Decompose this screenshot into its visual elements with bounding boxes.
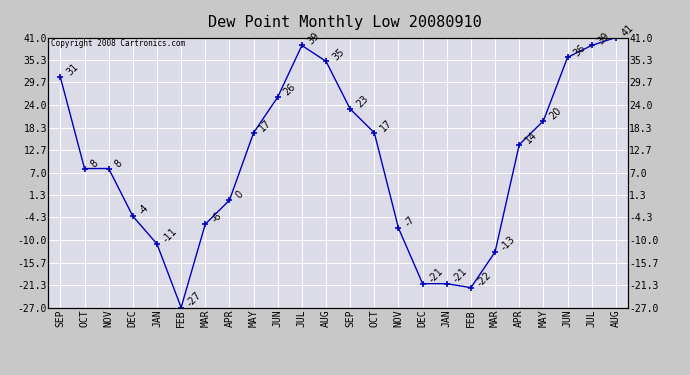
Text: 31: 31 <box>65 62 80 78</box>
Text: Copyright 2008 Cartronics.com: Copyright 2008 Cartronics.com <box>51 39 186 48</box>
Text: 8: 8 <box>113 158 124 169</box>
Text: 35: 35 <box>331 46 346 62</box>
Text: -13: -13 <box>500 234 518 252</box>
Text: 17: 17 <box>258 118 273 134</box>
Text: -22: -22 <box>475 270 493 288</box>
Text: 8: 8 <box>89 158 100 169</box>
Text: -11: -11 <box>161 226 179 244</box>
Text: 14: 14 <box>524 130 539 146</box>
Text: 20: 20 <box>548 106 563 122</box>
Text: -27: -27 <box>186 290 204 308</box>
Text: -21: -21 <box>451 266 469 284</box>
Text: 0: 0 <box>234 189 245 201</box>
Text: 39: 39 <box>306 30 322 46</box>
Text: 17: 17 <box>379 118 394 134</box>
Text: -7: -7 <box>403 215 417 229</box>
Text: 36: 36 <box>572 42 587 58</box>
Text: -6: -6 <box>210 211 224 225</box>
Text: -21: -21 <box>427 266 445 284</box>
Text: 41: 41 <box>620 22 635 38</box>
Text: 39: 39 <box>596 30 611 46</box>
Text: -4: -4 <box>137 203 151 217</box>
Text: 23: 23 <box>355 94 370 110</box>
Text: 26: 26 <box>282 82 297 98</box>
Text: Dew Point Monthly Low 20080910: Dew Point Monthly Low 20080910 <box>208 15 482 30</box>
